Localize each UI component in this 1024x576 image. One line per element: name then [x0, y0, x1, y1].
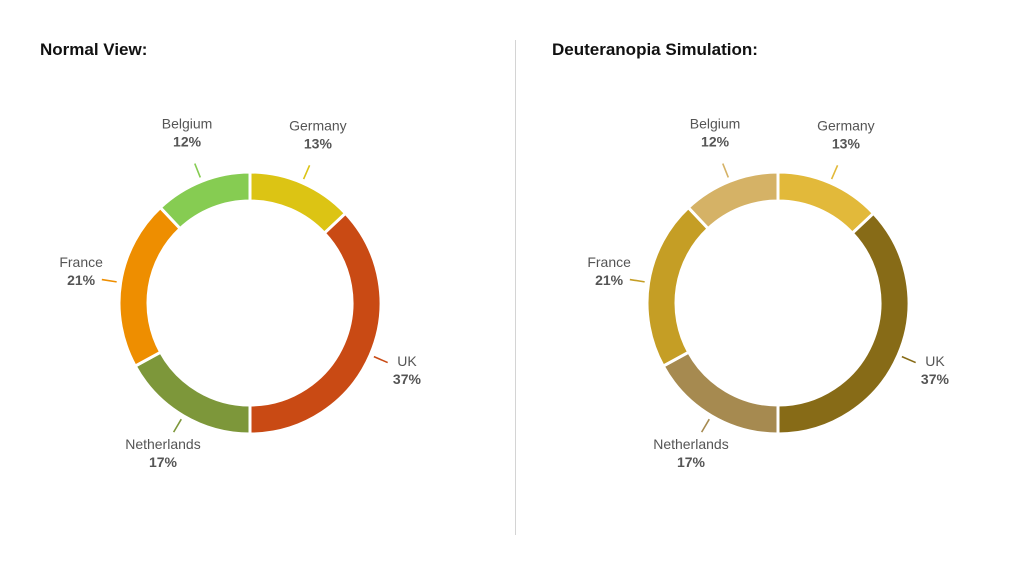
label-value-uk: 37%	[921, 371, 950, 387]
slice-uk	[248, 211, 383, 436]
leader-line-netherlands	[172, 418, 182, 433]
slice-uk	[776, 211, 911, 436]
label-value-belgium: 12%	[701, 134, 730, 150]
label-name-belgium: Belgium	[690, 116, 741, 132]
label-value-netherlands: 17%	[149, 454, 178, 470]
label-name-uk: UK	[397, 353, 417, 369]
label-name-netherlands: Netherlands	[653, 436, 729, 452]
leader-line-germany	[830, 165, 839, 180]
leader-line-uk	[901, 355, 916, 364]
label-value-france: 21%	[67, 272, 96, 288]
label-value-belgium: 12%	[173, 134, 202, 150]
leader-line-germany	[302, 165, 311, 180]
leader-line-belgium	[722, 163, 730, 178]
label-value-germany: 13%	[832, 136, 861, 152]
label-value-uk: 37%	[393, 371, 422, 387]
slice-belgium	[158, 170, 252, 231]
label-name-belgium: Belgium	[162, 116, 213, 132]
slice-belgium	[686, 170, 780, 231]
slice-netherlands	[661, 350, 780, 436]
leader-line-france	[101, 278, 117, 283]
label-value-germany: 13%	[304, 136, 333, 152]
label-name-germany: Germany	[817, 118, 875, 134]
leader-line-france	[629, 278, 645, 283]
deuteranopia-donut-chart: Germany 13% UK 37% Netherlands 17% France 21% Be…	[587, 116, 950, 471]
slice-france	[645, 205, 711, 369]
leader-line-belgium	[194, 163, 202, 178]
normal-view-donut-chart: Germany 13% UK 37% Netherlands 17% France 21% Be…	[59, 116, 422, 471]
leader-line-uk	[373, 355, 388, 364]
deuteranopia-view-title: Deuteranopia Simulation:	[552, 40, 758, 59]
slice-germany	[248, 170, 348, 236]
leader-line-netherlands	[700, 418, 710, 433]
slice-germany	[776, 170, 876, 236]
label-value-france: 21%	[595, 272, 624, 288]
label-name-uk: UK	[925, 353, 945, 369]
slice-france	[117, 205, 183, 369]
slice-netherlands	[133, 350, 252, 436]
label-value-netherlands: 17%	[677, 454, 706, 470]
panel-divider	[515, 40, 516, 535]
label-name-france: France	[59, 254, 103, 270]
label-name-netherlands: Netherlands	[125, 436, 201, 452]
label-name-france: France	[587, 254, 631, 270]
label-name-germany: Germany	[289, 118, 347, 134]
normal-view-title: Normal View:	[40, 40, 148, 59]
